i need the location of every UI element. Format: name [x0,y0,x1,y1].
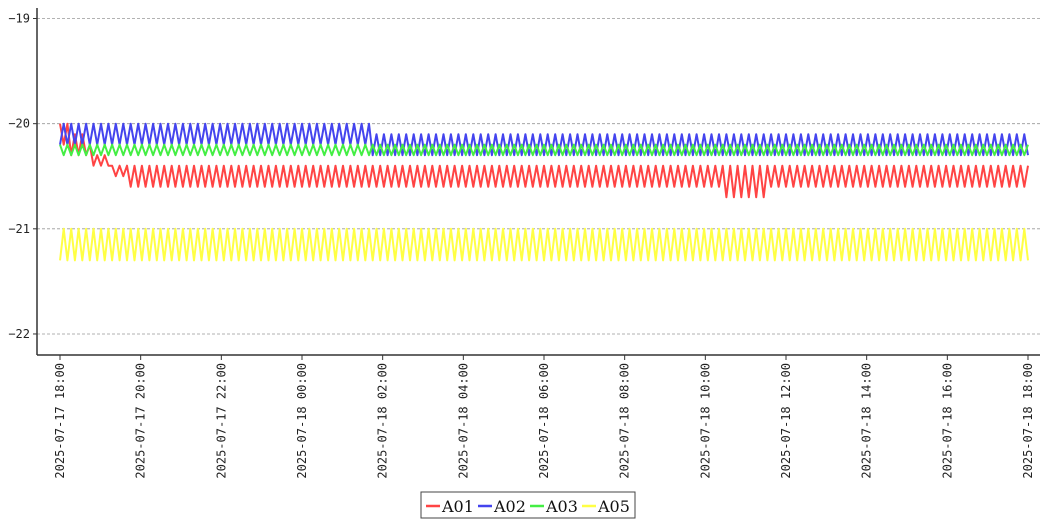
y-tick-label: −19 [8,12,30,26]
x-tick-label: 2025-07-17 18:00 [53,363,67,479]
x-tick-label: 2025-07-17 22:00 [214,363,228,479]
legend-box [420,491,636,519]
y-tick-label: −21 [8,222,30,236]
x-tick-label: 2025-07-18 12:00 [779,363,793,479]
legend-label-a01: A01 [441,497,474,516]
legend-label-a03: A03 [545,497,578,516]
y-tick-label: −20 [8,117,30,131]
x-tick-label: 2025-07-18 16:00 [940,363,954,479]
series-lines [59,122,1029,262]
series-line-a01 [59,122,1029,199]
gridlines [37,18,1040,335]
x-tick-label: 2025-07-18 04:00 [456,363,470,479]
legend: A01 A02 A03 A05 [420,491,636,519]
y-axis-ticks: −19 −20 −21 −22 [8,12,37,341]
x-tick-label: 2025-07-18 18:00 [1021,363,1035,479]
x-tick-label: 2025-07-18 06:00 [537,363,551,479]
x-tick-label: 2025-07-18 14:00 [860,363,874,479]
series-line-a02 [59,122,1029,157]
x-tick-label: 2025-07-18 02:00 [376,363,390,479]
x-tick-label: 2025-07-18 00:00 [295,363,309,479]
x-tick-label: 2025-07-18 10:00 [698,363,712,479]
y-tick-label: −22 [8,327,30,341]
legend-label-a02: A02 [493,497,526,516]
series-line-a03 [59,143,1029,157]
x-tick-label: 2025-07-17 20:00 [134,363,148,479]
x-tick-label: 2025-07-18 08:00 [618,363,632,479]
legend-label-a05: A05 [597,497,630,516]
x-axis-ticks: 2025-07-17 18:00 2025-07-17 20:00 2025-07-… [53,355,1035,479]
series-line-a05 [59,227,1029,262]
